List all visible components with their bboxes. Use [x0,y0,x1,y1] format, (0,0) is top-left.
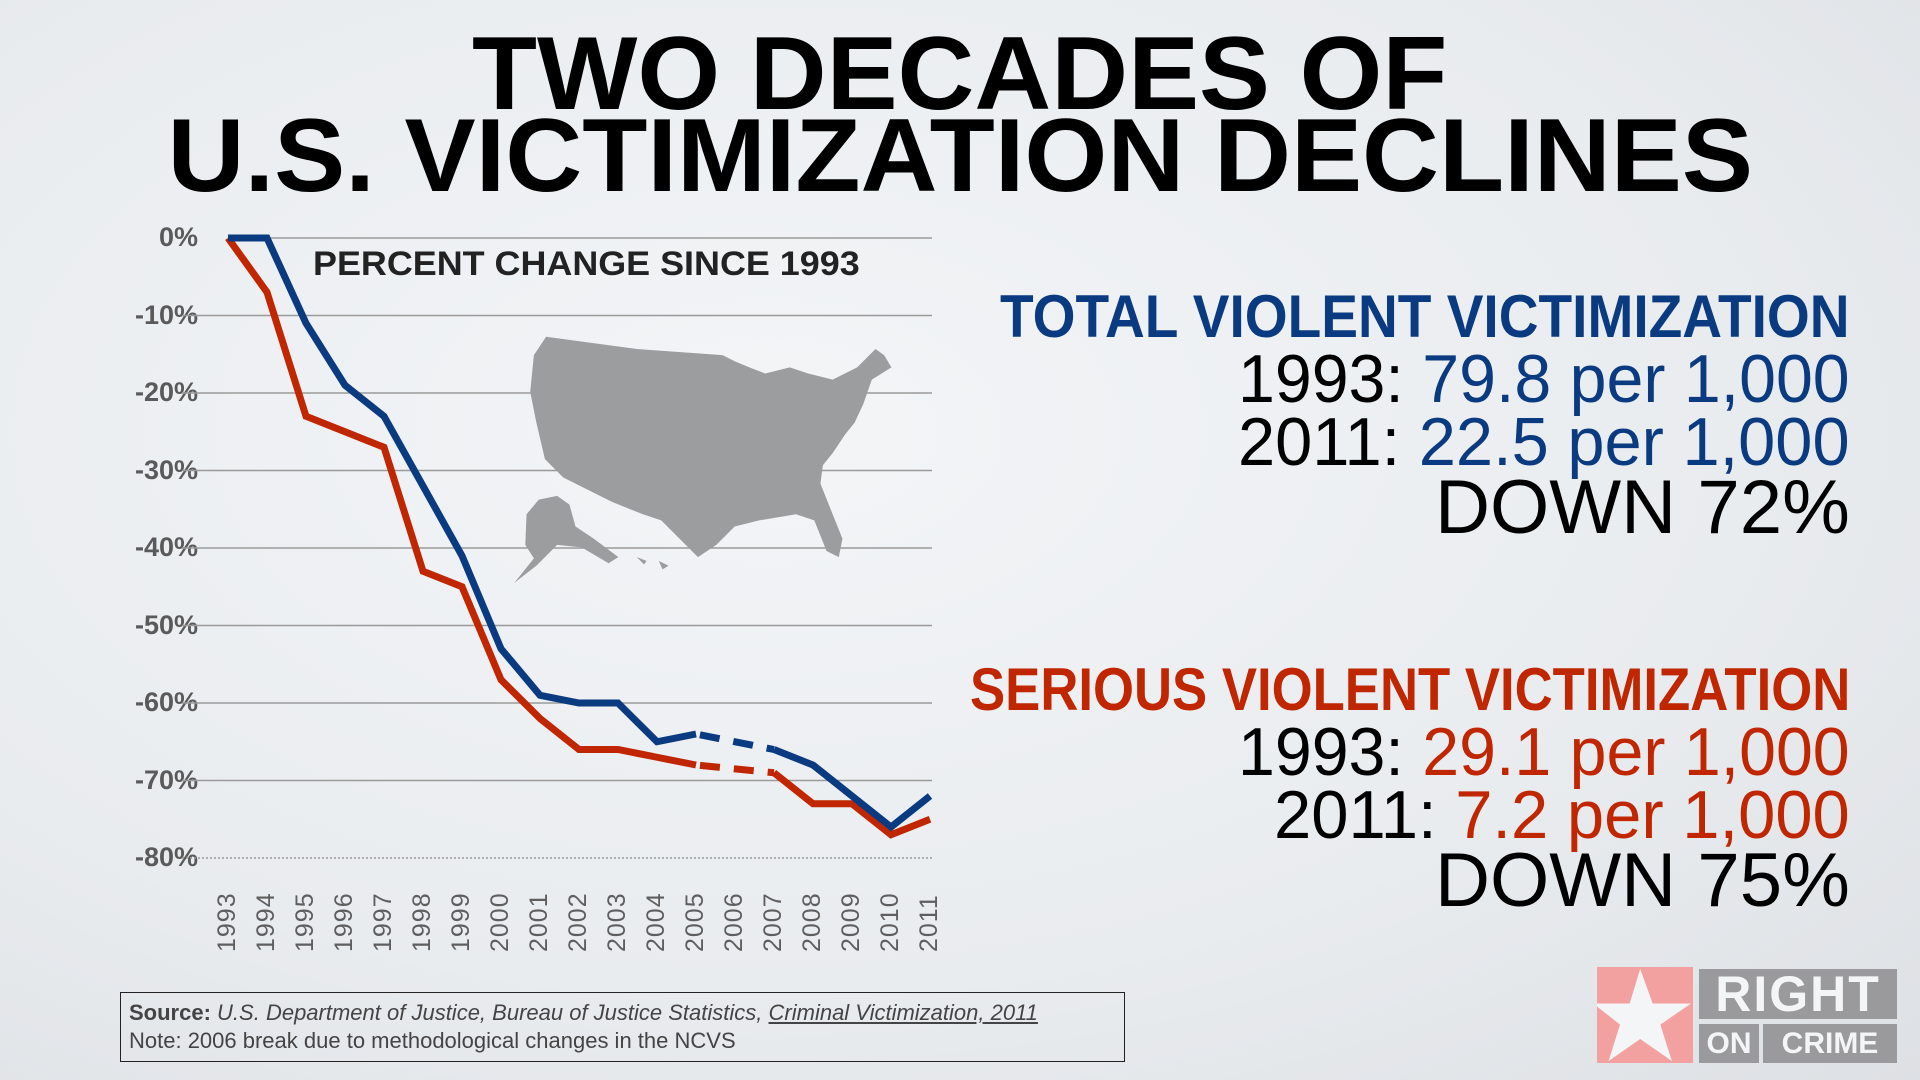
logo-right: RIGHT [1699,969,1897,1019]
series-lines [225,234,933,839]
total-2011-year: 2011: [1238,404,1401,480]
x-tick-label: 2011 [915,894,943,952]
total-2011-value: 22.5 per 1,000 [1419,404,1850,480]
source-line: Source: U.S. Department of Justice, Bure… [129,999,1116,1027]
total-1993-value: 79.8 per 1,000 [1422,341,1850,417]
x-tick-label: 2003 [603,892,631,952]
hawaii-shape [636,557,669,570]
y-tick-label: -50% [134,609,198,640]
serious-1993-year: 1993: [1238,714,1405,790]
y-tick-label: -40% [134,532,198,562]
source-publication: Criminal Victimization, 2011 [768,1000,1038,1025]
serious-heading: SERIOUS VIOLENT VICTIMIZATION [969,656,1850,723]
gridlines [182,237,932,859]
x-tick-label: 2001 [525,892,553,952]
logo-on: ON [1699,1024,1759,1063]
title-line-2-wrap: U.S. VICTIMIZATION DECLINES [0,104,1920,208]
title-line-1: TWO DECADES OF [472,16,1448,132]
y-tick-label: -70% [134,764,198,795]
total-2011-text: 2011: 22.5 per 1,000 [1238,403,1850,481]
total-down: DOWN 72% [1435,465,1850,550]
x-tick-label: 2002 [564,892,592,952]
source-box: Source: U.S. Department of Justice, Bure… [120,992,1125,1062]
x-tick-label: 2008 [798,892,826,952]
serious-down: DOWN 75% [1435,838,1850,923]
series-line-serious [771,770,932,839]
source-note: Note: 2006 break due to methodological c… [129,1028,736,1053]
x-tick-label: 2006 [720,892,748,952]
total-1993-year: 1993: [1238,341,1405,417]
series-line-total [228,234,697,746]
x-tick-label: 1994 [252,892,280,952]
title-line-2: U.S. VICTIMIZATION DECLINES [167,98,1753,214]
right-on-crime-logo: RIGHT ON CRIME [1593,967,1897,1063]
serious-1993-text: 1993: 29.1 per 1,000 [1238,713,1850,791]
series-line-total [772,746,933,832]
series-line-serious [225,235,697,769]
serious-1993-value: 29.1 per 1,000 [1422,714,1850,790]
x-tick-label: 2009 [837,892,865,952]
chart-title-wrap: PERCENT CHANGE SINCE 1993 [313,245,860,284]
y-tick-label: -80% [134,842,198,872]
x-tick-label: 1998 [408,892,436,952]
logo-star-box [1593,967,1693,1063]
total-1993-text: 1993: 79.8 per 1,000 [1238,340,1850,418]
x-tick-label: 2000 [486,892,514,952]
y-tick-label: -60% [134,687,198,717]
us-mainland-shape [530,336,892,558]
series-break-dashed-serious [695,761,775,777]
serious-2011-text: 2011: 7.2 per 1,000 [1274,776,1850,854]
x-tick-label: 1999 [447,892,475,952]
x-tick-label: 2004 [642,892,670,952]
x-tick-label: 2007 [759,892,787,952]
alaska-shape [514,495,619,583]
x-tick-label: 1997 [369,892,397,952]
star-icon [1593,968,1692,1062]
x-tick-label: 2005 [681,892,709,952]
x-tick-label: 1996 [330,892,358,952]
source-label: Source: [129,1000,211,1025]
y-tick-label: 0% [158,222,198,252]
x-tick-label: 1993 [213,892,241,952]
series-break-dashed-total [695,730,775,753]
y-tick-label: -30% [134,454,198,485]
x-tick-label: 1995 [291,892,319,952]
x-tick-label: 2010 [876,892,904,952]
us-map-icon [514,336,892,583]
y-tick-label: -20% [134,377,198,407]
chart-title: PERCENT CHANGE SINCE 1993 [313,245,860,283]
source-text: U.S. Department of Justice, Bureau of Ju… [217,1000,763,1025]
serious-2011-value: 7.2 per 1,000 [1455,777,1850,853]
serious-2011-year: 2011: [1274,777,1437,853]
y-tick-label: -10% [134,299,198,330]
logo-crime: CRIME [1763,1024,1897,1063]
title-line-1-wrap: TWO DECADES OF [0,22,1920,126]
total-heading: TOTAL VIOLENT VICTIMIZATION [1000,283,1850,350]
